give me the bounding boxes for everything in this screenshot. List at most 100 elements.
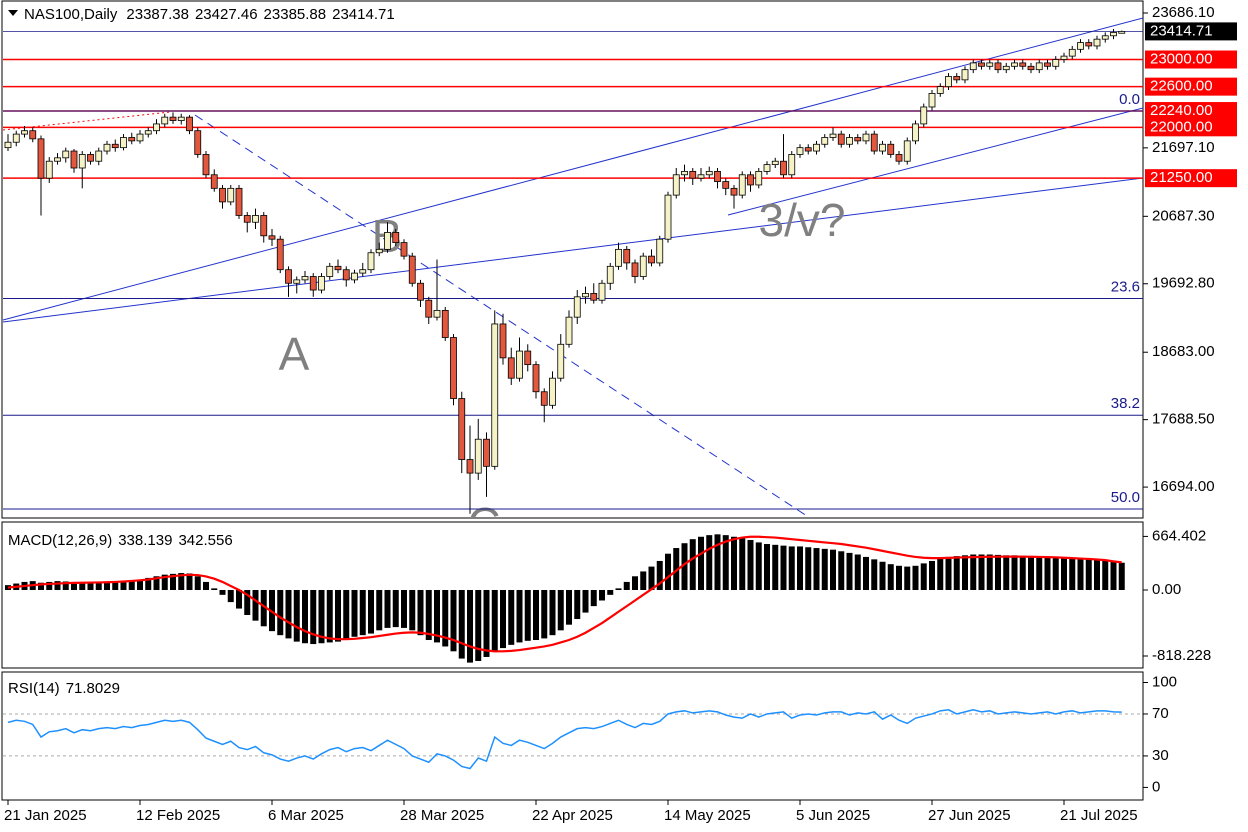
symbol: NAS100,Daily xyxy=(24,6,118,23)
candle-body xyxy=(243,215,251,223)
macd-bar xyxy=(401,589,407,628)
candle-body xyxy=(1060,55,1068,60)
candle-body xyxy=(351,272,358,281)
macd-bar xyxy=(1069,557,1076,590)
high-value: 23427.46 xyxy=(195,6,258,23)
candle-body xyxy=(879,143,886,152)
macd-bar xyxy=(557,589,564,631)
macd-bar xyxy=(491,589,498,653)
candle-body xyxy=(342,269,350,281)
candle-body xyxy=(227,187,235,203)
macd-bar xyxy=(285,589,292,639)
macd-bar xyxy=(632,576,638,590)
candle-body xyxy=(582,293,589,298)
candle-body xyxy=(953,76,961,81)
candle-body xyxy=(532,364,540,393)
macd-bar xyxy=(343,589,350,640)
macd-bar xyxy=(516,589,523,643)
macd-bar xyxy=(805,547,812,590)
candle-body xyxy=(920,106,928,125)
macd-bar xyxy=(417,589,424,636)
macd-bar xyxy=(442,589,449,647)
candle-body xyxy=(177,116,185,121)
macd-bar xyxy=(219,589,226,595)
candle-body xyxy=(359,269,367,274)
candle-body xyxy=(252,215,259,223)
macd-bar xyxy=(681,543,688,590)
candle-body xyxy=(804,147,812,152)
macd-bar xyxy=(1077,558,1084,590)
candle-body xyxy=(928,93,936,108)
header: NAS100,Daily 23387.38 23427.46 23385.88 2341… xyxy=(24,6,395,23)
x-tick-label: 22 Apr 2025 xyxy=(532,807,613,824)
macd-bar xyxy=(929,560,935,590)
x-tick-label: 12 Feb 2025 xyxy=(136,807,220,824)
level-label: 22600.00 xyxy=(1150,78,1213,95)
x-tick-label: 27 Jun 2025 xyxy=(928,807,1011,824)
menu-arrow[interactable] xyxy=(8,10,18,16)
y-tick-label: -818.228 xyxy=(1152,647,1211,664)
y-tick-label: 664.402 xyxy=(1152,527,1206,544)
macd-bar xyxy=(871,559,878,590)
fib-label: 38.2 xyxy=(1111,395,1140,412)
candle-body xyxy=(367,252,375,271)
candle-body xyxy=(516,350,523,379)
macd-bar xyxy=(244,589,251,616)
indicator-name: MACD(12,26,9) xyxy=(8,532,112,549)
candle-body xyxy=(813,143,820,152)
candle-body xyxy=(153,123,160,132)
candle-body xyxy=(62,150,70,159)
candle-body xyxy=(895,154,903,162)
macd-bar xyxy=(128,581,135,590)
candle-body xyxy=(219,187,226,203)
candle-body xyxy=(524,350,532,366)
macd-bar xyxy=(764,544,770,590)
wave-label: 3/v? xyxy=(759,194,846,246)
candle-body xyxy=(623,248,631,264)
candle-body xyxy=(202,154,210,176)
x-tick-label: 5 Jun 2025 xyxy=(796,807,870,824)
macd-bar xyxy=(953,556,960,590)
macd-bar xyxy=(772,544,779,590)
candle-body xyxy=(1035,62,1043,71)
candle-body xyxy=(499,323,507,359)
candle-body xyxy=(161,116,169,125)
macd-bar xyxy=(1028,556,1034,590)
macd-bar xyxy=(450,589,457,652)
macd-bar xyxy=(541,589,548,639)
candle-body xyxy=(474,438,482,474)
macd-bar xyxy=(656,560,663,590)
macd-bar xyxy=(854,554,861,590)
candle-body xyxy=(392,232,400,243)
macd-bar xyxy=(376,589,383,631)
y-tick-label: 17688.50 xyxy=(1152,411,1215,428)
macd-bar xyxy=(46,581,53,590)
macd-bar xyxy=(887,564,894,590)
candle-body xyxy=(120,137,127,149)
x-tick-label: 28 Mar 2025 xyxy=(400,807,484,824)
candle-body xyxy=(12,133,20,143)
macd-bar xyxy=(153,576,160,590)
candle-body xyxy=(1027,65,1035,71)
macd-bar xyxy=(813,548,820,590)
candle-body xyxy=(540,391,548,406)
candle-body xyxy=(648,255,655,264)
candle-body xyxy=(689,170,697,179)
candle-body xyxy=(846,137,853,145)
candle-body xyxy=(21,130,28,135)
macd-bar xyxy=(137,580,143,590)
macd-bar xyxy=(722,535,729,590)
candle-body xyxy=(301,276,309,281)
candle-body xyxy=(268,235,276,240)
candle-body xyxy=(821,137,829,145)
candle-body xyxy=(491,323,499,467)
macd-bar xyxy=(425,589,432,641)
candle-body xyxy=(210,174,218,189)
candle-body xyxy=(862,133,870,142)
macd-bar xyxy=(582,589,589,613)
macd-bar xyxy=(524,589,531,641)
candle-body xyxy=(1077,42,1084,50)
macd-bar xyxy=(318,589,325,644)
candle-body xyxy=(837,133,845,145)
